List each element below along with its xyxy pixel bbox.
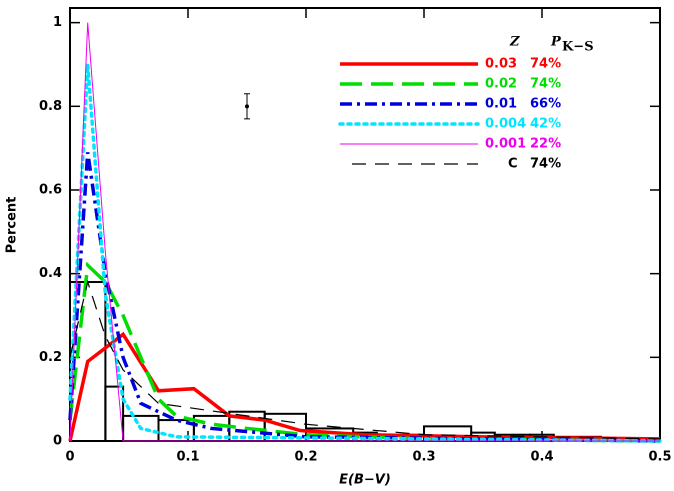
legend-header: Z	[509, 35, 520, 50]
x-tick-label: 0.4	[530, 450, 553, 465]
plot-frame	[69, 7, 661, 442]
y-tick-label: 0	[53, 434, 62, 449]
x-tick-label: 0	[65, 450, 74, 465]
x-tick-label: 0.3	[412, 450, 435, 465]
legend-label: C	[508, 157, 518, 172]
histogram-bar	[104, 385, 125, 442]
y-axis-label: Percent	[5, 197, 20, 254]
error-point	[245, 104, 249, 109]
y-tick-label: 0.8	[39, 99, 62, 114]
legend-label: 0.01	[485, 97, 517, 112]
series-line	[68, 331, 661, 442]
legend-label: 0.03	[485, 57, 517, 72]
y-tick-label: 1	[53, 15, 62, 30]
series-line	[68, 261, 661, 443]
x-axis-label: E(B−V)	[339, 473, 391, 488]
legend-label: 0.001	[485, 137, 526, 152]
legend-label: 0.004	[485, 117, 526, 132]
legend-pks: 42%	[530, 117, 561, 132]
y-tick-label: 0.2	[39, 350, 62, 365]
y-tick-label: 0.4	[39, 266, 62, 281]
x-tick-label: 0.1	[176, 450, 199, 465]
legend-label: 0.02	[485, 77, 517, 92]
x-tick-label: 0.2	[294, 450, 317, 465]
series-line	[69, 279, 661, 440]
series-line	[68, 152, 661, 443]
legend-pks: 74%	[530, 77, 561, 92]
y-tick-label: 0.6	[39, 182, 62, 197]
legend-pks: 74%	[530, 57, 561, 72]
legend-pks: 66%	[530, 97, 561, 112]
series-line	[68, 64, 662, 443]
x-tick-label: 0.5	[648, 450, 671, 465]
legend-pks: 22%	[530, 137, 561, 152]
legend-header-sub: K−S	[562, 40, 594, 55]
legend-pks: 74%	[530, 157, 561, 172]
series-line	[69, 22, 660, 442]
legend-header: P	[550, 35, 562, 50]
